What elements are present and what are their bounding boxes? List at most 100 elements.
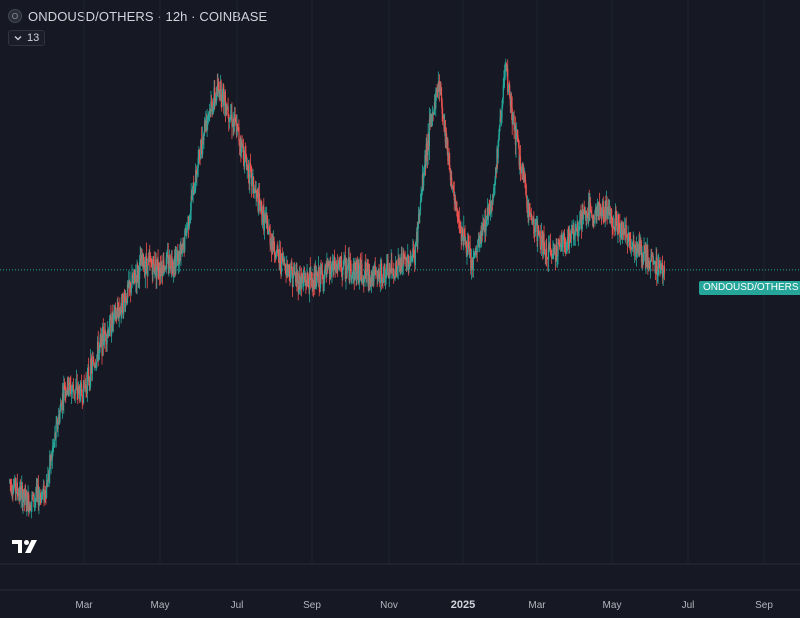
indicators-toggle-button[interactable]: 13 <box>8 30 46 46</box>
candle <box>174 246 176 277</box>
candle <box>35 486 37 508</box>
candle <box>88 376 90 391</box>
candle-body <box>29 503 31 511</box>
candle <box>25 489 27 512</box>
candle-body <box>410 259 412 264</box>
candle <box>631 247 633 250</box>
candle <box>63 375 65 414</box>
candle-body <box>80 384 82 386</box>
candle-body <box>629 236 631 240</box>
candle <box>240 138 243 158</box>
candle <box>142 253 145 272</box>
candle <box>581 210 583 239</box>
candle-body <box>97 341 99 361</box>
candle-body <box>468 249 471 251</box>
candle-body <box>263 206 265 232</box>
candle-body <box>110 316 112 336</box>
candle-body <box>621 222 623 240</box>
candle <box>92 352 94 362</box>
candle-body <box>388 275 390 279</box>
symbol-title[interactable]: ONDOUSD/OTHERS · 12h · COINBASE <box>28 8 268 24</box>
candle <box>179 243 181 273</box>
candle-body <box>470 259 473 271</box>
candle <box>486 198 488 227</box>
candle <box>46 479 48 488</box>
candle-body <box>89 380 91 388</box>
candle-body <box>156 266 158 277</box>
candle <box>50 451 52 475</box>
symbol-badge-icon[interactable]: O <box>8 9 22 23</box>
candle-body <box>34 499 36 501</box>
candle <box>175 247 178 268</box>
candle <box>642 252 644 269</box>
candle-body <box>248 177 250 185</box>
candle-body <box>9 479 11 482</box>
candle <box>57 420 59 437</box>
candle-body <box>149 256 151 259</box>
candle-body <box>538 231 540 234</box>
candle-body <box>330 265 332 275</box>
candle-body <box>207 115 209 118</box>
candle <box>457 210 459 223</box>
candle <box>624 228 626 241</box>
candle <box>182 237 184 251</box>
candle <box>327 258 329 270</box>
candle-body <box>35 487 38 498</box>
candle-body <box>373 270 375 282</box>
candle <box>411 254 413 262</box>
candle-body <box>467 243 469 246</box>
candle <box>555 238 557 267</box>
candle <box>551 249 553 264</box>
candle-body <box>627 237 629 246</box>
candle <box>651 251 653 258</box>
candle <box>18 487 20 505</box>
candle <box>14 474 16 488</box>
candle <box>456 200 458 217</box>
candle <box>170 266 172 274</box>
candle <box>492 193 494 206</box>
candle <box>322 274 324 292</box>
candle-body <box>523 175 525 182</box>
candle <box>26 492 29 511</box>
candle <box>512 112 515 121</box>
candle <box>386 254 388 278</box>
candle-body <box>202 136 204 155</box>
candle <box>484 208 487 242</box>
candle <box>514 116 516 155</box>
candle-body <box>153 263 155 272</box>
candle <box>316 272 318 277</box>
last-price-label[interactable]: ONDOUSD/OTHERS <box>699 281 800 295</box>
candle-body <box>145 255 147 268</box>
candle-body <box>270 241 273 251</box>
candle-body <box>24 491 26 500</box>
candle-body <box>503 71 506 79</box>
candle-body <box>409 261 411 267</box>
candle-body <box>457 217 459 220</box>
candle-body <box>459 226 461 228</box>
candle <box>220 79 222 108</box>
candle-body <box>258 192 260 211</box>
candle-body <box>526 197 528 208</box>
candle <box>485 215 487 237</box>
candle <box>35 477 38 502</box>
candle-body <box>212 110 214 112</box>
candle-body <box>317 267 320 280</box>
candle-body <box>658 265 660 268</box>
candle-body <box>493 186 495 188</box>
candle-body <box>134 276 136 282</box>
candle <box>24 485 26 505</box>
tradingview-logo[interactable] <box>12 538 40 554</box>
candle <box>568 225 571 254</box>
candle <box>147 258 149 277</box>
candle <box>335 260 338 274</box>
candle-body <box>536 222 538 242</box>
candle-body <box>17 492 19 496</box>
candle-body <box>365 273 367 276</box>
candle-body <box>163 266 166 271</box>
candle-body <box>464 233 466 245</box>
candle-body <box>112 313 114 323</box>
candle-body <box>253 177 255 193</box>
candle <box>474 250 476 259</box>
candle <box>270 237 272 250</box>
